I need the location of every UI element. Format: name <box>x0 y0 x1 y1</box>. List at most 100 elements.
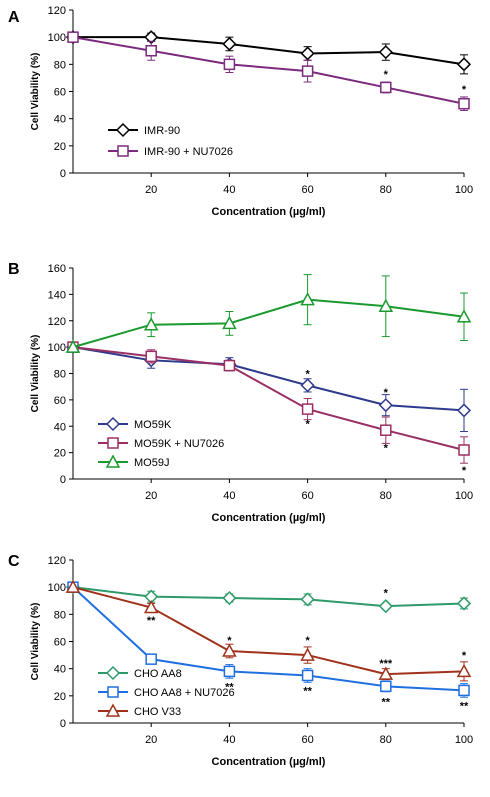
legend-marker <box>105 416 121 432</box>
y-tick-label: 120 <box>48 316 66 328</box>
y-tick-label: 100 <box>48 342 66 354</box>
series-line <box>73 36 465 66</box>
panel-c: C 0 20 40 60 80 100 120 20 40 60 80 100 Concentration… <box>8 553 473 768</box>
data-point-marker <box>380 81 392 94</box>
legend-label: CHO V33 <box>134 706 181 718</box>
y-tick-label: 80 <box>54 369 66 381</box>
series-2 <box>67 581 470 698</box>
significance-label: * <box>305 369 310 381</box>
data-point-marker <box>222 315 237 330</box>
y-axis-label: Cell Viability (%) <box>30 53 41 131</box>
legend-marker <box>107 686 119 698</box>
data-point-marker <box>65 339 81 353</box>
data-point-marker <box>65 579 81 593</box>
panel-a: A 0 20 40 60 80 100 120 20 40 60 80 100 Concentration… <box>8 5 473 218</box>
data-point-marker <box>378 298 394 312</box>
x-tick-label: 60 <box>301 184 313 196</box>
legend-label: MO59J <box>134 457 169 469</box>
legend-marker <box>105 454 121 468</box>
y-tick-label: 40 <box>54 421 66 433</box>
data-point-marker <box>458 97 470 110</box>
legend: MO59K MO59K + NU7026 MO59J <box>98 416 224 469</box>
data-point-marker <box>456 403 472 418</box>
legend: CHO AA8 CHO AA8 + NU7026 CHO V33 <box>98 665 235 718</box>
data-point-marker <box>300 592 315 607</box>
x-tick-label: 60 <box>301 490 313 502</box>
y-tick-label: 40 <box>54 664 66 676</box>
y-tick-label: 0 <box>60 718 66 730</box>
y-tick-label: 80 <box>54 59 66 71</box>
legend-marker <box>107 437 119 449</box>
significance-label: * <box>384 387 389 399</box>
significance-label: * <box>384 69 389 81</box>
data-point-marker <box>378 45 393 60</box>
y-tick-label: 160 <box>48 263 66 275</box>
legend-label: CHO AA8 + NU7026 <box>134 687 235 699</box>
x-tick-label: 40 <box>223 184 235 196</box>
data-point-marker <box>145 350 157 363</box>
x-tick-label: 80 <box>380 184 392 196</box>
x-tick-label: 20 <box>145 734 157 746</box>
significance-label: ** <box>460 700 469 712</box>
data-point-marker <box>223 58 236 71</box>
data-point-marker <box>145 653 157 665</box>
x-tick-label: 100 <box>455 734 473 746</box>
data-point-marker <box>458 684 470 697</box>
data-point-marker <box>456 309 472 323</box>
data-point-marker <box>458 444 470 456</box>
series-2 <box>67 341 470 464</box>
data-point-marker <box>143 599 159 614</box>
panel-label: A <box>8 9 20 26</box>
y-tick-label: 100 <box>48 32 66 44</box>
x-tick-label: 40 <box>223 490 235 502</box>
data-point-marker <box>222 590 237 606</box>
significance-label: * <box>384 588 389 600</box>
significance-label: ** <box>382 696 391 708</box>
x-tick-label: 80 <box>380 734 392 746</box>
legend-label: IMR-90 + NU7026 <box>144 146 233 158</box>
y-tick-label: 60 <box>54 87 66 99</box>
legend: IMR-90 IMR-90 + NU7026 <box>108 122 233 158</box>
data-point-marker <box>456 663 472 678</box>
series-3 <box>65 274 472 353</box>
panel-label: C <box>8 553 20 570</box>
y-tick-label: 0 <box>60 168 66 180</box>
data-point-marker <box>143 317 159 331</box>
x-tick-label: 20 <box>145 184 157 196</box>
data-point-marker <box>222 36 237 52</box>
data-point-marker <box>300 647 315 661</box>
legend-label: MO59K + NU7026 <box>134 438 224 450</box>
x-axis-label: Concentration (µg/ml) <box>212 756 326 768</box>
legend-marker <box>115 122 131 138</box>
significance-label: ** <box>303 685 312 697</box>
series-line <box>72 298 465 349</box>
legend-marker <box>117 145 129 157</box>
legend-marker <box>105 665 121 681</box>
data-point-marker <box>378 599 393 614</box>
data-point-marker <box>300 378 315 393</box>
data-point-marker <box>301 403 314 415</box>
y-tick-label: 20 <box>54 691 66 703</box>
series-line <box>72 36 465 105</box>
panel-label: B <box>8 261 20 278</box>
series-1 <box>65 580 472 614</box>
y-axis-label: Cell Viability (%) <box>30 603 41 681</box>
x-tick-label: 80 <box>380 490 392 502</box>
y-tick-label: 80 <box>54 609 66 621</box>
series-line <box>72 346 465 412</box>
significance-label: * <box>227 635 232 647</box>
significance-label: * <box>305 635 310 647</box>
significance-label: * <box>384 442 389 454</box>
data-point-marker <box>300 46 315 61</box>
series-line <box>72 586 465 608</box>
significance-label: * <box>305 419 310 431</box>
y-tick-label: 100 <box>48 582 66 594</box>
data-point-marker <box>378 398 393 413</box>
y-tick-label: 60 <box>54 637 66 649</box>
significance-label: * <box>462 84 467 96</box>
y-tick-label: 20 <box>54 141 66 153</box>
series-line <box>72 346 465 451</box>
y-tick-label: 20 <box>54 448 66 460</box>
data-point-marker <box>456 57 472 72</box>
